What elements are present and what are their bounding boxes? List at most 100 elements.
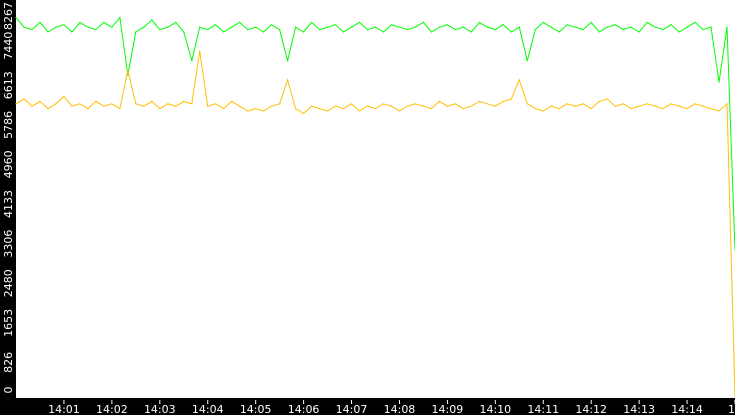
data-point xyxy=(263,110,265,112)
data-point xyxy=(414,103,417,105)
x-tick-label: 14:12 xyxy=(575,403,607,415)
data-point xyxy=(103,105,105,107)
data-point xyxy=(574,26,576,28)
data-point xyxy=(494,28,496,31)
data-point xyxy=(279,103,281,105)
data-point xyxy=(87,26,89,28)
data-point xyxy=(271,24,273,26)
x-tick-label: 14:09 xyxy=(432,403,464,415)
data-point xyxy=(710,26,712,28)
data-point xyxy=(566,103,568,105)
data-point xyxy=(430,107,433,110)
data-point xyxy=(334,105,337,107)
data-point xyxy=(614,24,616,26)
x-tick-label: 14:05 xyxy=(240,403,272,415)
data-point xyxy=(430,31,433,33)
data-point xyxy=(47,31,49,33)
data-point xyxy=(175,105,177,107)
data-point xyxy=(414,26,417,28)
data-point xyxy=(295,26,297,28)
y-tick-label: 4960 xyxy=(2,150,15,178)
x-tick-label: 14:01 xyxy=(48,403,80,415)
data-point xyxy=(654,105,656,107)
data-point xyxy=(422,21,425,23)
data-point xyxy=(247,110,249,112)
y-tick-label: 6613 xyxy=(2,71,15,99)
data-point xyxy=(103,21,105,23)
data-point xyxy=(63,96,65,98)
data-point xyxy=(175,21,177,23)
y-tick-label: 1653 xyxy=(2,309,15,337)
data-point xyxy=(135,103,137,105)
data-point xyxy=(151,100,153,103)
data-point xyxy=(390,24,393,26)
data-point xyxy=(366,28,369,31)
data-point xyxy=(566,24,568,26)
x-tick-label: 14:02 xyxy=(96,403,128,415)
data-point xyxy=(486,103,488,105)
x-tick-label: 14 xyxy=(728,403,735,415)
data-point xyxy=(582,103,584,105)
data-point xyxy=(119,16,121,19)
data-point xyxy=(718,81,720,83)
data-point xyxy=(438,26,441,28)
y-tick-label: 7440 xyxy=(2,32,15,60)
data-point xyxy=(662,107,664,110)
data-point xyxy=(183,31,185,33)
data-point xyxy=(295,107,297,110)
data-point xyxy=(303,31,305,33)
data-point xyxy=(191,103,193,105)
data-point xyxy=(686,26,688,28)
data-point xyxy=(542,110,544,112)
data-point xyxy=(510,98,512,100)
y-tick-label: 8267 xyxy=(2,2,15,30)
data-point xyxy=(63,24,65,26)
data-point xyxy=(694,21,696,23)
data-point xyxy=(207,105,209,107)
data-point xyxy=(502,24,504,26)
data-point xyxy=(79,103,81,105)
data-point xyxy=(279,28,281,31)
data-point xyxy=(462,107,464,110)
data-point xyxy=(239,21,241,23)
data-point xyxy=(255,107,257,110)
data-point xyxy=(590,21,592,23)
data-point xyxy=(151,19,153,21)
y-tick-label: 826 xyxy=(2,352,15,373)
data-point xyxy=(630,107,632,110)
y-tick-label: 5786 xyxy=(2,111,15,139)
data-point xyxy=(223,107,225,110)
data-point xyxy=(606,26,608,28)
data-point xyxy=(15,103,17,105)
data-point xyxy=(670,103,672,105)
x-tick-label: 14:11 xyxy=(527,403,559,415)
data-point xyxy=(366,105,369,107)
data-point xyxy=(334,24,337,26)
data-point xyxy=(446,24,448,26)
x-tick-label: 14:04 xyxy=(192,403,224,415)
data-point xyxy=(422,105,425,107)
x-tick-label: 14:14 xyxy=(671,403,703,415)
data-point xyxy=(87,107,89,110)
data-point xyxy=(622,103,624,105)
data-point xyxy=(678,105,680,107)
data-point xyxy=(438,100,441,103)
data-point xyxy=(223,31,225,33)
data-point xyxy=(55,26,57,28)
data-point xyxy=(303,112,305,114)
data-point xyxy=(526,103,528,105)
data-point xyxy=(31,105,33,107)
data-point xyxy=(702,105,704,107)
data-point xyxy=(95,100,97,103)
data-point xyxy=(646,21,648,23)
data-point xyxy=(598,31,600,33)
data-point xyxy=(606,98,608,100)
data-point xyxy=(454,28,456,31)
data-point xyxy=(534,28,536,31)
data-point xyxy=(358,110,361,112)
x-tick-label: 14:06 xyxy=(288,403,320,415)
data-point xyxy=(310,105,313,107)
data-point xyxy=(342,31,345,33)
data-point xyxy=(247,28,249,31)
